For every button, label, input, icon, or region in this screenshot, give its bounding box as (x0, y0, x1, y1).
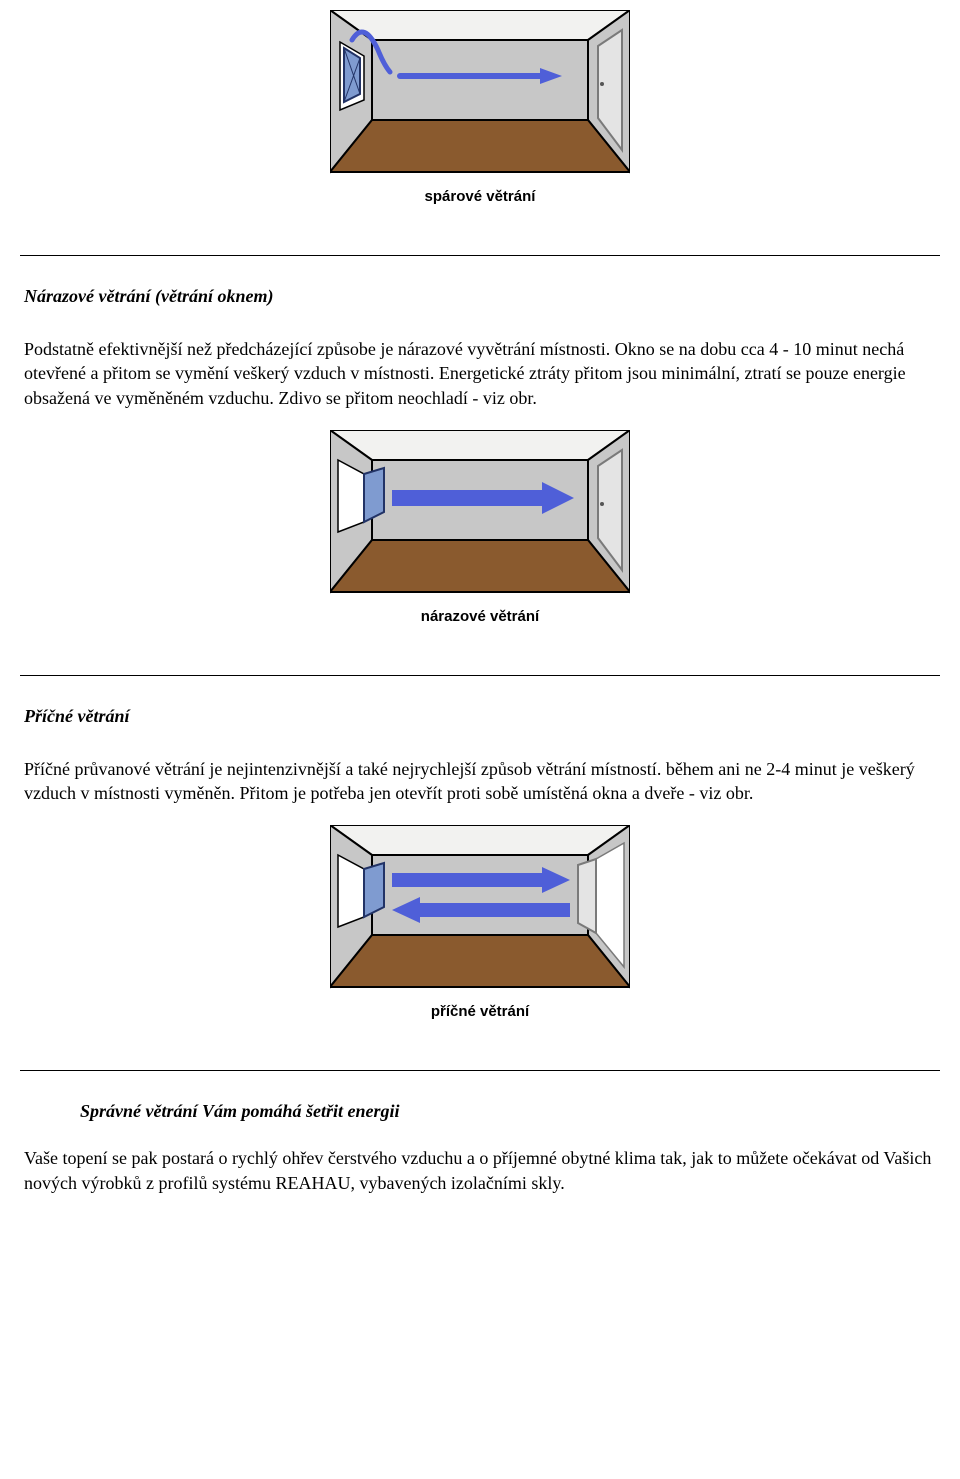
caption-narazove: nárazové větrání (20, 608, 940, 625)
title-narazove: Nárazové větrání (větrání oknem) (24, 286, 940, 307)
caption-sparove: spárové větrání (20, 188, 940, 205)
title-pricne: Příčné větrání (24, 706, 940, 727)
separator-3 (20, 1070, 940, 1071)
separator-1 (20, 255, 940, 256)
figure-pricne: příčné větrání (20, 825, 940, 1020)
text-pricne: Příčné průvanové větrání je nejintenzivn… (24, 757, 936, 806)
text-narazove: Podstatně efektivnější než předcházející… (24, 337, 936, 410)
separator-2 (20, 675, 940, 676)
figure-narazove: nárazové větrání (20, 430, 940, 625)
caption-pricne: příčné větrání (20, 1003, 940, 1020)
room-sparove-svg (330, 10, 630, 180)
figure-sparove: spárové větrání (20, 10, 940, 205)
room-pricne-svg (330, 825, 630, 995)
room-narazove-svg (330, 430, 630, 600)
text-footer: Vaše topení se pak postará o rychlý ohře… (24, 1146, 936, 1195)
title-footer: Správné větrání Vám pomáhá šetřit energi… (80, 1101, 940, 1122)
